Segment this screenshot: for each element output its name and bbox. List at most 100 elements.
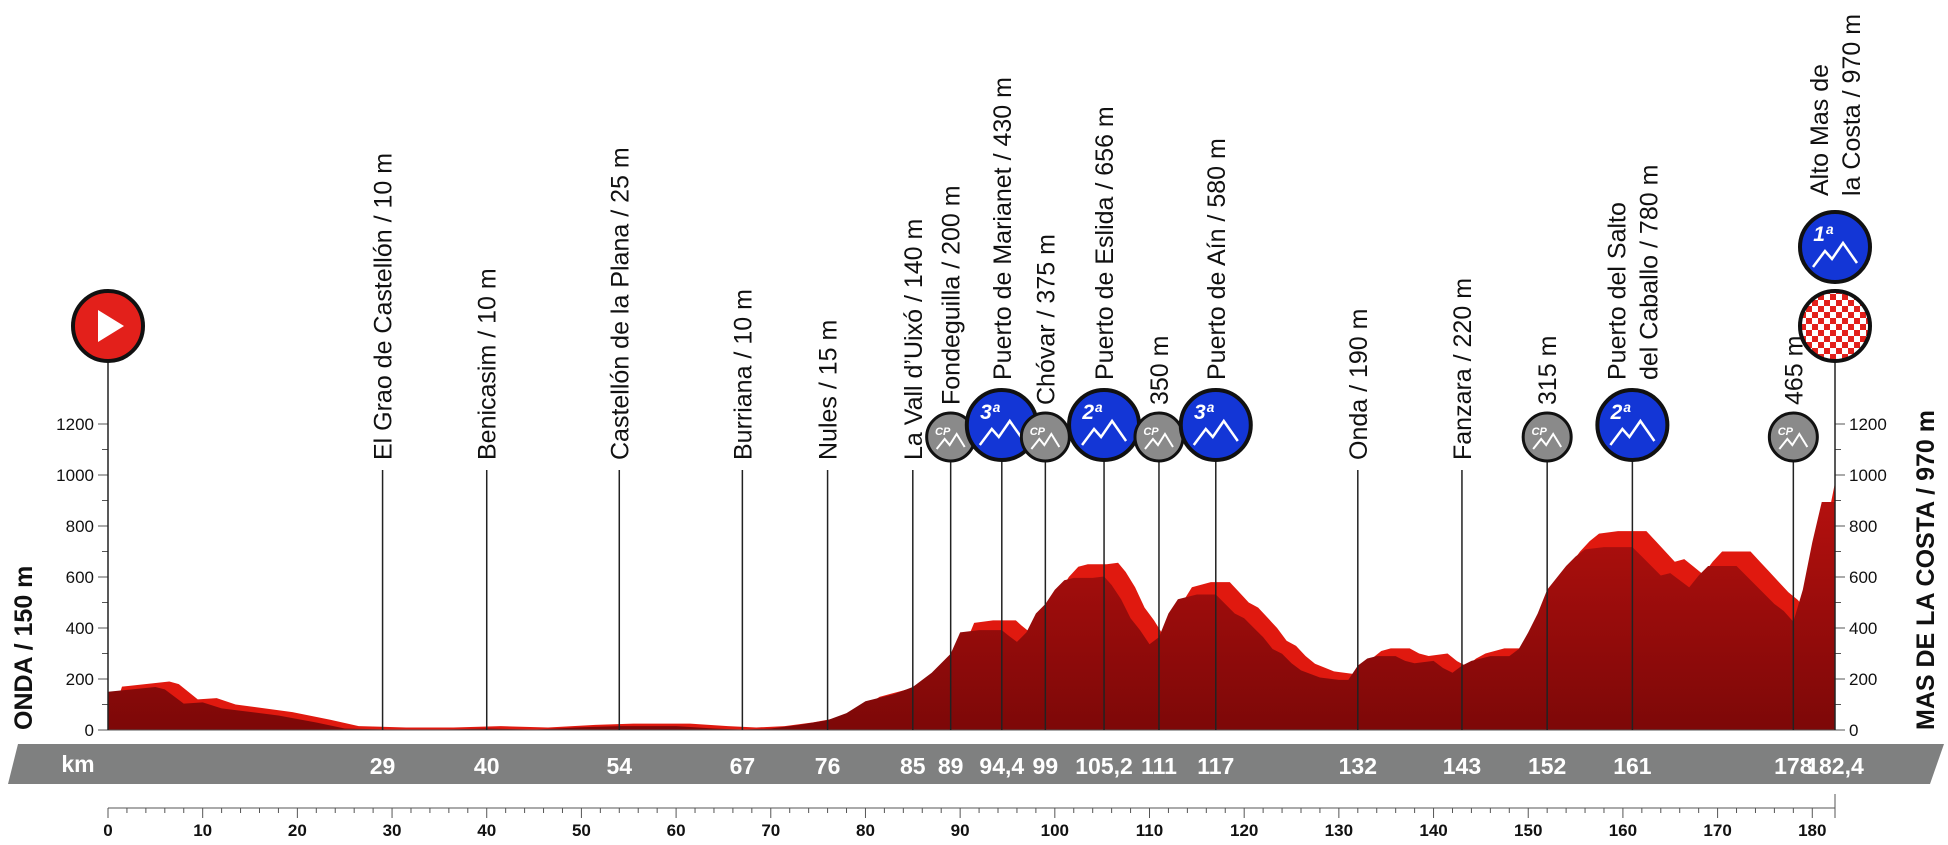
finish-flag-icon [1798, 289, 1872, 363]
y-tick-label-left: 1000 [56, 466, 94, 485]
grid-layer: 0 0 200 200 400 400 600 600 800 800 1000 1000 1200 12… [56, 413, 1887, 740]
y-tick-label-left: 800 [66, 517, 94, 536]
waypoint-layer: El Grao de Castellón / 10 m Benicasim / 1… [370, 14, 1872, 730]
km-band: km 29 40 54 67 76 85 89 94,4 99 105,2 111 117 132 143 1… [8, 744, 1944, 784]
x-tick-label: 80 [856, 821, 875, 840]
waypoint-label: El Grao de Castellón / 10 m [370, 153, 398, 460]
waypoint-km-label: 40 [474, 753, 500, 779]
waypoint-label: Castellón de la Plana / 25 m [606, 147, 634, 460]
y-tick-label-left: 400 [66, 619, 94, 638]
category-marker [1178, 388, 1253, 462]
waypoint-km-label: 99 [1033, 753, 1059, 779]
x-tick-label: 170 [1703, 821, 1731, 840]
waypoint-km-label: 76 [815, 753, 841, 779]
km-axis: 0 10 20 30 40 50 60 70 80 90 100 110 120 130 140 150 160… [103, 794, 1836, 840]
mountain-icon [1192, 418, 1239, 446]
waypoint-label: Burriana / 10 m [729, 289, 757, 460]
waypoint-label: Nules / 15 m [815, 320, 843, 460]
y-tick-label-right: 200 [1849, 670, 1877, 689]
cp-text: CP [1532, 426, 1548, 438]
category-marker [1595, 388, 1670, 462]
waypoint-label: la Costa / 970 m [1838, 14, 1866, 196]
x-tick-label: 50 [572, 821, 591, 840]
waypoint-label: Puerto de Aín / 580 m [1203, 138, 1231, 380]
km-band-shape [8, 744, 1944, 784]
category-text: 2ª [1610, 401, 1632, 424]
waypoint-label: Fanzara / 220 m [1449, 278, 1477, 460]
category-text: 3ª [1194, 401, 1215, 424]
play-icon [98, 310, 124, 342]
waypoint-label: Puerto de Marianet / 430 m [989, 77, 1017, 380]
y-tick-label-left: 1200 [56, 415, 94, 434]
y-tick-label-right: 0 [1849, 721, 1858, 740]
waypoint-label: La Vall d’Uixó / 140 m [900, 219, 928, 460]
cp-text: CP [1778, 426, 1794, 438]
profile-layer [108, 482, 1835, 731]
x-tick-label: 40 [477, 821, 496, 840]
waypoint-label: 350 m [1146, 336, 1174, 405]
y-tick-label-right: 1000 [1849, 466, 1887, 485]
waypoint-label: 315 m [1534, 336, 1562, 405]
waypoint-label: Benicasim / 10 m [474, 268, 502, 460]
cp-text: CP [1143, 426, 1159, 438]
waypoint-km-label: 67 [730, 753, 756, 779]
cp-text: CP [1030, 426, 1046, 438]
waypoint-km-label: 152 [1528, 753, 1566, 779]
waypoint-km-label: 117 [1197, 753, 1234, 779]
waypoint-label: 465 m [1780, 336, 1808, 405]
waypoint-km-label: 54 [606, 753, 632, 779]
y-tick-label-left: 0 [85, 721, 94, 740]
cp-marker [1767, 411, 1819, 463]
x-tick-label: 90 [951, 821, 970, 840]
waypoint-km-label: 105,2 [1075, 753, 1133, 779]
profile-dark-face [108, 502, 1835, 730]
waypoint-km-label: 178 [1774, 753, 1813, 779]
waypoint-km-label: 111 [1141, 753, 1177, 779]
mountain-icon [1609, 418, 1656, 446]
category-text: 2ª [1081, 401, 1103, 424]
finish-name: MAS DE LA COSTA / 970 m [1912, 410, 1940, 730]
x-tick-label: 110 [1136, 821, 1163, 840]
x-tick-label: 70 [761, 821, 780, 840]
waypoint-label: Puerto de Eslida / 656 m [1091, 106, 1119, 380]
waypoint-km-label: 143 [1443, 753, 1481, 779]
y-tick-label-right: 600 [1849, 568, 1877, 587]
start-finish-layer: ONDA / 150 m MAS DE LA COSTA / 970 m [10, 289, 1940, 730]
y-tick-label-right: 1200 [1849, 415, 1887, 434]
x-tick-label: 100 [1041, 821, 1069, 840]
mountain-icon [1144, 432, 1174, 450]
waypoint-label: Puerto del Salto [1603, 202, 1631, 380]
start-name: ONDA / 150 m [10, 566, 38, 730]
y-tick-label-right: 400 [1849, 619, 1877, 638]
y-tick-label-left: 200 [66, 670, 94, 689]
waypoint-km-label: 29 [370, 753, 396, 779]
waypoint-label: Chóvar / 375 m [1032, 234, 1060, 405]
x-tick-label: 0 [103, 821, 112, 840]
y-tick-label-right: 800 [1849, 517, 1877, 536]
mountain-icon [1532, 432, 1563, 450]
x-tick-label: 120 [1230, 821, 1258, 840]
category-text: 3ª [980, 401, 1001, 424]
category-marker [1798, 210, 1872, 284]
mountain-icon [1812, 240, 1859, 268]
mountain-icon [1778, 432, 1809, 450]
waypoint-km-label: 161 [1613, 753, 1652, 779]
cp-marker [1521, 411, 1573, 463]
waypoint-label: Alto Mas de [1806, 64, 1834, 196]
km-band-label: km [61, 751, 94, 777]
mountain-icon [1030, 432, 1061, 450]
waypoint-km-label: 89 [938, 753, 964, 779]
cp-text: CP [935, 426, 951, 438]
category-text: 1ª [1813, 223, 1834, 246]
waypoint-km-label: 85 [900, 753, 926, 779]
waypoint-km-label: 94,4 [979, 753, 1024, 779]
waypoint-km-label: 182,4 [1806, 753, 1864, 779]
x-tick-label: 30 [383, 821, 402, 840]
waypoint-label: Onda / 190 m [1345, 309, 1373, 460]
x-tick-label: 160 [1609, 821, 1637, 840]
cp-marker [1019, 411, 1071, 463]
x-tick-label: 10 [193, 821, 212, 840]
y-tick-label-left: 600 [66, 568, 94, 587]
waypoint-label: del Caballo / 780 m [1635, 165, 1663, 380]
